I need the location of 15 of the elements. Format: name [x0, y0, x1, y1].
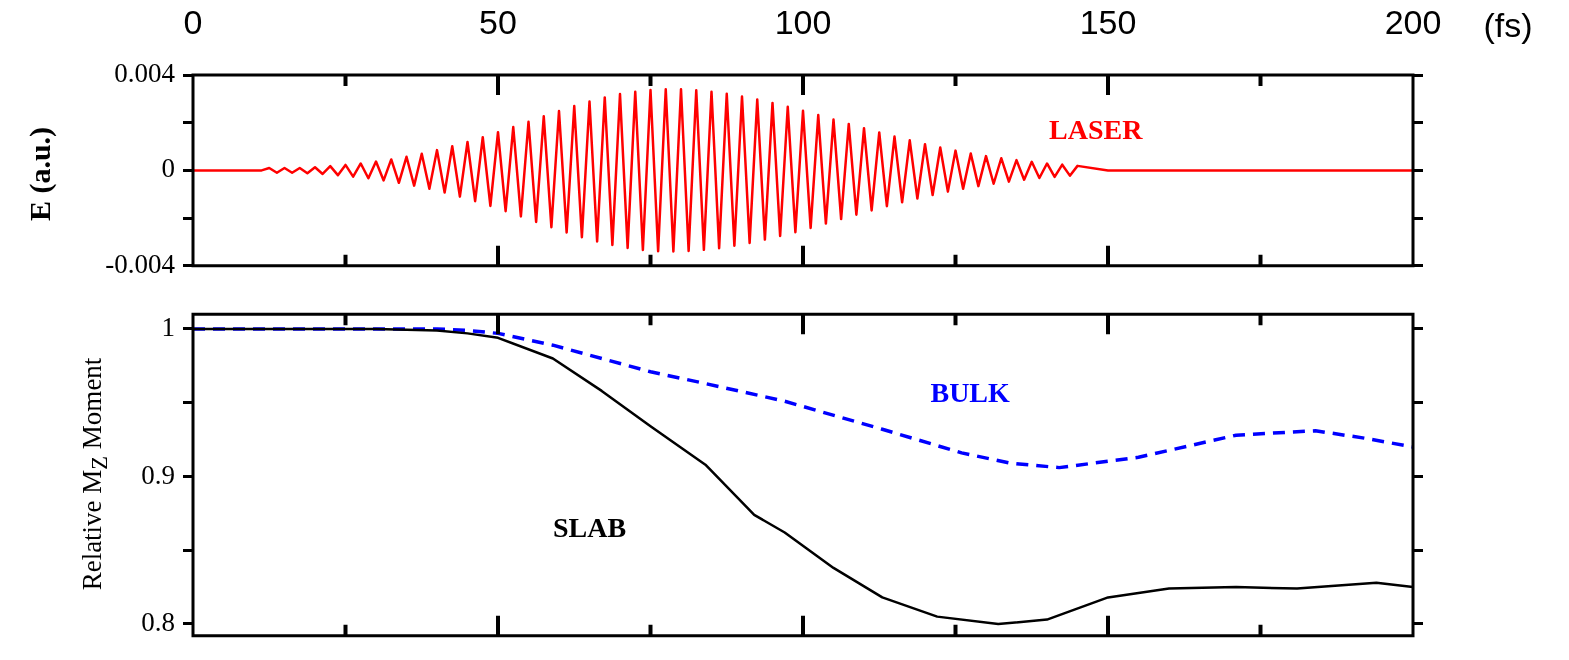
y-axis-title: E (a.u.): [23, 126, 57, 221]
y-tick-label: 0.8: [141, 607, 175, 638]
y-tick-label: 1: [161, 312, 175, 343]
x-tick-label: 50: [479, 2, 517, 41]
y-tick-label: 0: [161, 153, 175, 184]
y-tick-label: 0.004: [114, 58, 176, 89]
x-axis-title: (fs): [1483, 6, 1533, 45]
series-label: LASER: [1049, 114, 1144, 146]
series-label: BULK: [930, 376, 1011, 408]
x-tick-label: 100: [774, 2, 832, 41]
y-tick-label: -0.004: [105, 248, 176, 279]
y-tick-label: 0.9: [141, 459, 175, 490]
x-tick-label: 150: [1079, 2, 1137, 41]
text: SLAB: [552, 511, 627, 543]
x-tick-label: 200: [1384, 2, 1442, 41]
